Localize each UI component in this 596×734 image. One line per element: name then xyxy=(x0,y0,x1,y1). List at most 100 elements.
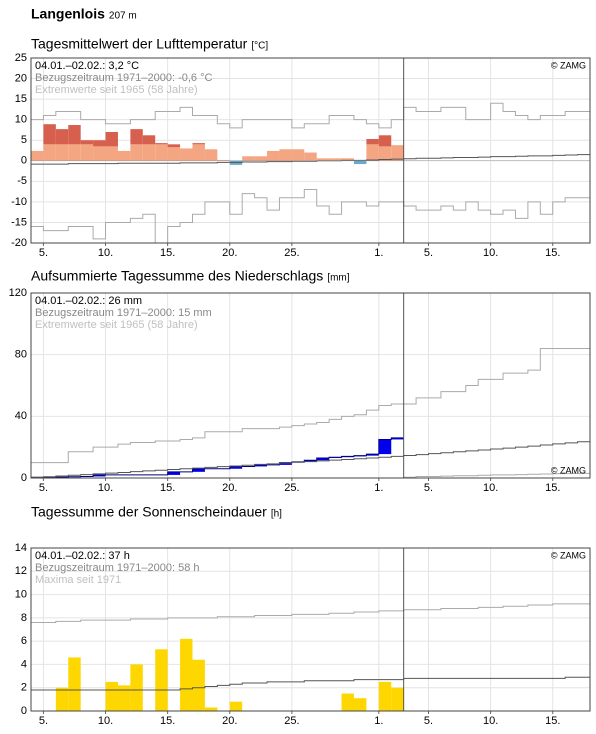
increment-bar xyxy=(379,439,391,454)
bar xyxy=(106,132,118,146)
chart-unit: [h] xyxy=(271,509,282,520)
y-tick-label: -20 xyxy=(11,237,27,249)
y-tick-label: 120 xyxy=(9,287,27,299)
bar xyxy=(366,144,378,160)
x-tick-label: 15. xyxy=(160,482,175,494)
bar xyxy=(43,144,55,160)
bar xyxy=(155,143,167,144)
x-tick-label: 10. xyxy=(483,482,498,494)
x-tick-label: 25. xyxy=(284,715,299,727)
bar xyxy=(56,688,68,711)
x-tick-label: 15. xyxy=(545,715,560,727)
y-tick-label: 25 xyxy=(15,52,27,64)
y-tick-label: 10 xyxy=(15,588,27,600)
station-name: Langenlois xyxy=(31,6,105,22)
bar xyxy=(130,144,142,160)
chart-title: Tagessumme der Sonnenscheindauer xyxy=(31,504,267,520)
bar xyxy=(180,639,192,711)
bar xyxy=(118,151,130,161)
y-tick-label: 2 xyxy=(21,682,27,694)
annotation: Bezugszeitraum 1971–2000: 15 mm xyxy=(35,307,212,319)
bar xyxy=(379,682,391,711)
y-tick-label: 4 xyxy=(21,658,27,670)
bar xyxy=(205,149,217,161)
x-tick-label: 15. xyxy=(160,715,175,727)
bar xyxy=(31,151,43,161)
bar xyxy=(379,135,391,146)
bar xyxy=(155,144,167,160)
y-tick-label: 0 xyxy=(21,155,27,167)
y-tick-label: -10 xyxy=(11,196,27,208)
bar xyxy=(143,144,155,160)
annotation: 04.01.–02.02.: 37 h xyxy=(35,550,130,562)
bar xyxy=(366,139,378,144)
y-tick-label: 10 xyxy=(15,114,27,126)
x-tick-label: 10. xyxy=(483,247,498,259)
bar xyxy=(93,140,105,146)
annotation: 04.01.–02.02.: 3,2 °C xyxy=(35,60,139,72)
bar xyxy=(56,129,68,144)
annotation: Bezugszeitraum 1971–2000: 58 h xyxy=(35,562,200,574)
bar xyxy=(192,143,204,144)
x-tick-label: 10. xyxy=(483,715,498,727)
plot-group: Tagesmittelwert der Lufttemperatur[°C]-2… xyxy=(11,36,590,259)
annotation: Bezugszeitraum 1971–2000: -0,6 °C xyxy=(35,72,213,84)
bar xyxy=(143,135,155,144)
x-tick-label: 15. xyxy=(545,247,560,259)
bar xyxy=(304,153,316,161)
x-tick-label: 5. xyxy=(39,482,48,494)
y-tick-label: 12 xyxy=(15,565,27,577)
bar xyxy=(230,702,242,711)
copyright: © ZAMG xyxy=(551,60,586,70)
plot-group: Aufsummierte Tagessumme des Niederschlag… xyxy=(9,268,590,494)
x-tick-label: 20. xyxy=(222,482,237,494)
bar xyxy=(205,708,217,711)
x-tick-label: 1. xyxy=(374,715,383,727)
x-tick-label: 5. xyxy=(39,247,48,259)
x-tick-label: 25. xyxy=(284,482,299,494)
bar xyxy=(180,148,192,160)
bar xyxy=(391,145,403,161)
station-elevation: 207 m xyxy=(109,11,137,22)
y-tick-label: 8 xyxy=(21,612,27,624)
bar xyxy=(130,664,142,711)
bar xyxy=(81,140,93,144)
copyright: © ZAMG xyxy=(551,465,586,475)
x-tick-label: 5. xyxy=(424,247,433,259)
x-tick-label: 1. xyxy=(374,482,383,494)
chart-title: Aufsummierte Tagessumme des Niederschlag… xyxy=(31,268,323,284)
bar xyxy=(93,146,105,160)
bar xyxy=(106,146,118,160)
bar xyxy=(81,144,93,160)
bar xyxy=(242,156,254,161)
bar xyxy=(43,124,55,144)
bar xyxy=(56,144,68,160)
x-tick-label: 10. xyxy=(98,247,113,259)
y-tick-label: 20 xyxy=(15,72,27,84)
y-tick-label: 0 xyxy=(21,472,27,484)
y-tick-label: 14 xyxy=(15,542,27,554)
bar xyxy=(354,698,366,711)
bar xyxy=(267,151,279,161)
y-tick-label: 80 xyxy=(15,349,27,361)
y-tick-label: -15 xyxy=(11,216,27,228)
bar xyxy=(192,660,204,711)
annotation: Extremwerte seit 1965 (58 Jahre) xyxy=(35,84,198,96)
bar xyxy=(68,144,80,160)
bar xyxy=(155,649,167,711)
copyright: © ZAMG xyxy=(551,550,586,560)
y-tick-label: -5 xyxy=(17,175,27,187)
x-tick-label: 5. xyxy=(39,715,48,727)
bar xyxy=(68,125,80,144)
bar xyxy=(192,144,204,160)
bar xyxy=(342,694,354,711)
bar xyxy=(354,161,366,164)
x-tick-label: 5. xyxy=(424,715,433,727)
x-tick-label: 20. xyxy=(222,247,237,259)
x-tick-label: 15. xyxy=(545,482,560,494)
y-tick-label: 15 xyxy=(15,93,27,105)
x-tick-label: 25. xyxy=(284,247,299,259)
bar xyxy=(168,147,180,161)
bar xyxy=(168,144,180,147)
